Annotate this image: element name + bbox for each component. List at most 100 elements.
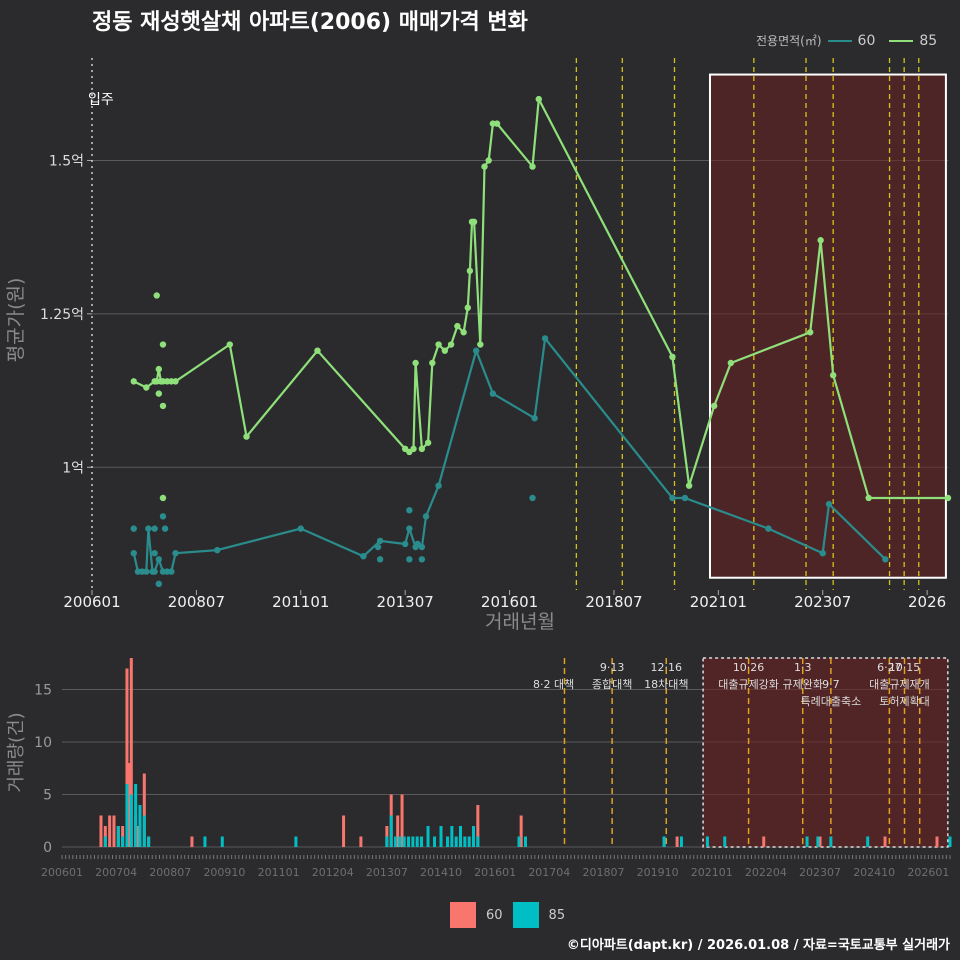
bar-y-tick-label: 0 [43,840,52,856]
extra-point-60 [151,525,158,532]
volume-bar-85 [679,836,683,847]
data-point-85 [685,482,693,489]
volume-bar-85 [402,836,406,847]
data-point-85 [155,365,163,373]
source-footer: ©디아파트(dapt.kr) / 2026.01.08 / 자료=국토교통부 실… [566,938,950,953]
data-point-60 [401,540,409,548]
data-point-85 [710,402,718,410]
data-point-85 [314,347,321,354]
volume-bar-85 [220,836,224,847]
legend-swatch-60 [827,39,852,42]
volume-bar-60 [476,805,480,847]
data-point-60 [825,500,833,508]
area-legend: 전용면적(㎡) 60 85 [756,32,945,49]
volume-bar-60 [675,836,679,847]
volume-legend-swatch-85 [512,902,539,928]
policy-label: 6·27 [877,661,902,674]
volume-bar-85 [407,836,411,847]
data-point-85 [535,95,542,103]
volume-legend-label-60: 60 [486,907,503,923]
bar-highlight-region [702,657,949,848]
data-point-85 [470,218,478,226]
volume-bar-60 [190,836,194,847]
volume-bar-85 [420,836,424,847]
data-point-85 [477,341,484,348]
bar-x-tick-label: 202601 [907,866,949,879]
data-point-60 [472,347,480,354]
volume-bar-85 [450,826,454,847]
policy-label: 토허제확대 [879,695,930,708]
volume-bar-60 [125,668,129,847]
data-point-85 [424,439,432,446]
chart-title: 정동 재성햇살채 아파트(2006) 매매가격 변화 [92,10,528,35]
policy-label: 9·13 [600,661,625,674]
bar-x-tick-label: 201307 [366,866,408,879]
volume-bar-85 [389,815,393,847]
volume-bar-85 [463,836,467,847]
extra-point-60 [130,525,137,532]
data-point-60 [151,568,158,575]
volume-bar-85 [467,836,471,847]
data-point-60 [297,525,304,532]
data-point-60 [406,525,413,532]
bar-x-tick-label: 201910 [637,866,679,879]
data-point-60 [765,525,772,532]
volume-bar-85 [433,836,437,847]
policy-label: 종합대책 [592,678,632,691]
x-tick-label: 201307 [377,593,434,611]
policy-label: 10·26 [733,661,765,674]
volume-legend-label-85: 85 [548,907,566,923]
x-tick-label: 201807 [585,593,642,611]
data-point-60 [422,513,430,520]
volume-bar-60 [112,815,116,847]
data-point-60 [143,568,150,575]
data-point-60 [819,549,826,557]
volume-bar-85 [398,836,402,847]
policy-label: 9·7 [822,678,840,691]
extra-point-85 [159,494,167,502]
volume-bar-chart: 0 5 10 15 거래량(건) 200601 200704 200807 200910 2011… [6,657,952,879]
y-tick-label: 1억 [62,460,84,476]
policy-label: 10·15 [889,661,921,674]
volume-bar-85 [439,826,443,847]
bar-x-tick-label: 202101 [691,866,733,879]
volume-bar-85 [129,794,133,847]
data-point-85 [429,359,436,367]
data-point-85 [807,329,814,336]
x-tick-label: 201101 [272,593,329,611]
bar-y-tick-label: 15 [34,683,52,699]
bar-x-tick-label: 202410 [853,866,895,879]
bar-x-tick-label: 201204 [312,866,354,879]
data-point-60 [489,390,497,397]
volume-bar-60 [142,773,146,847]
x-tick-label: 202101 [690,593,747,611]
data-point-60 [418,543,426,551]
volume-bar-85 [816,836,820,847]
data-point-60 [435,482,442,489]
volume-bar-85 [138,805,142,847]
extra-point-60 [151,549,158,557]
bar-y-tick-label: 5 [43,788,52,804]
volume-bar-85 [705,836,709,847]
data-point-60 [145,525,152,532]
x-tick-label: 201601 [481,593,538,611]
extra-point-85 [159,341,167,348]
bar-x-tick-label: 201807 [582,866,624,879]
volume-bar-85 [866,836,870,847]
data-point-85 [447,341,455,348]
policy-label: 18차대책 [644,678,688,691]
bar-x-tick-label: 200910 [203,866,245,879]
volume-bar-60 [400,794,404,847]
extra-point-85 [159,402,167,410]
volume-bar-60 [359,836,363,847]
legend-label-60: 60 [857,32,876,49]
data-point-85 [454,322,461,330]
volume-bar-85 [415,836,419,847]
data-point-85 [418,445,426,453]
volume-bar-60 [883,836,887,847]
volume-bar-85 [103,836,107,847]
volume-bar-85 [476,836,480,847]
volume-bar-85 [142,815,146,847]
volume-bar-60 [136,826,140,847]
volume-bar-85 [829,836,833,847]
